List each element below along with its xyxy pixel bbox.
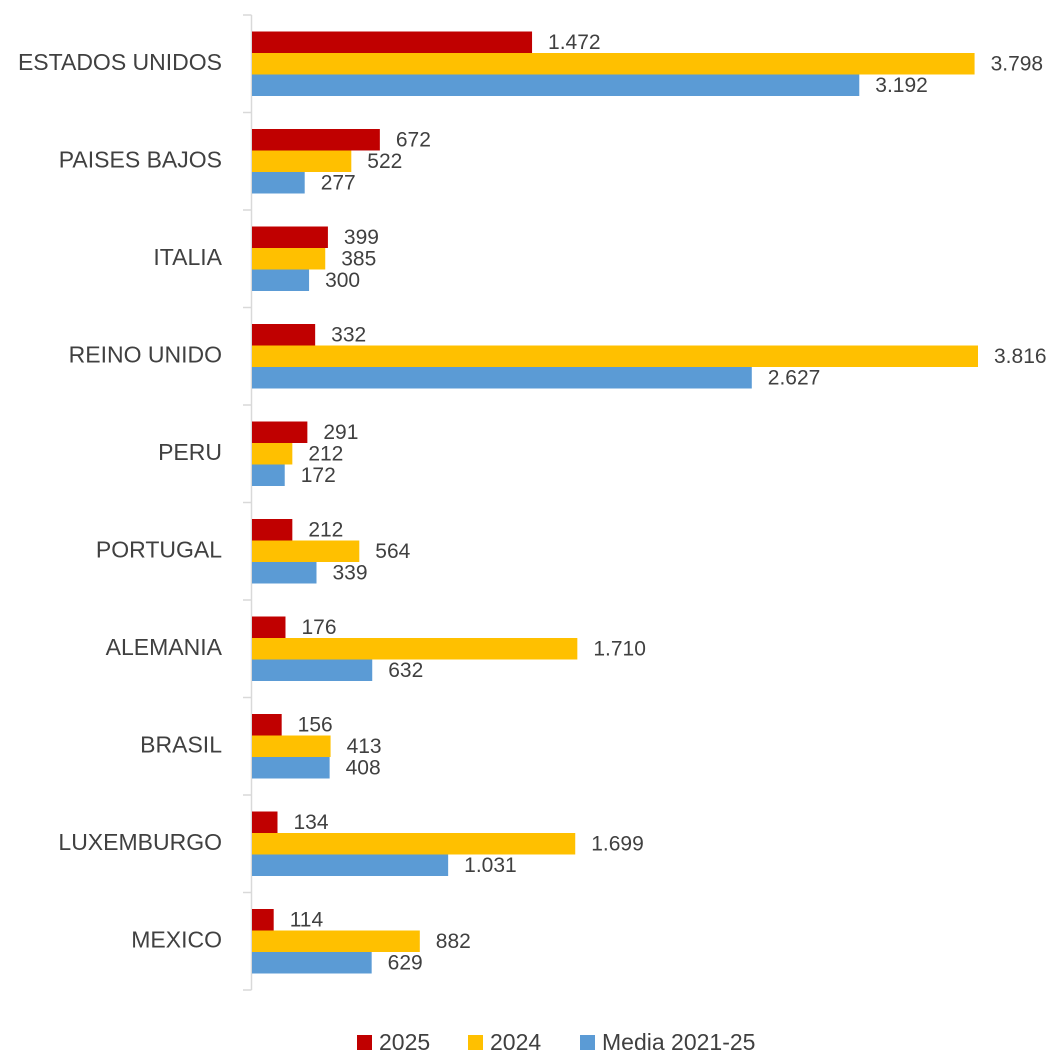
category-label: ESTADOS UNIDOS (18, 49, 222, 75)
data-label: 332 (331, 323, 366, 346)
data-label: 339 (332, 561, 367, 584)
bar (252, 735, 331, 757)
data-label: 156 (298, 713, 333, 736)
bar (252, 616, 286, 638)
data-label: 3.816 (994, 345, 1047, 368)
data-label: 408 (346, 756, 381, 779)
category-label: PERU (158, 439, 222, 465)
bar (252, 854, 449, 876)
data-label: 632 (388, 659, 423, 682)
category-label: LUXEMBURGO (58, 829, 222, 855)
bar (252, 269, 310, 291)
bar (252, 811, 278, 833)
bar (252, 638, 578, 660)
data-label: 2.627 (768, 366, 821, 389)
data-label: 3.798 (991, 52, 1044, 75)
bar (252, 172, 305, 194)
bar (252, 248, 326, 270)
bar (252, 345, 978, 367)
data-label: 882 (436, 930, 471, 953)
data-label: 1.031 (464, 854, 517, 877)
bar (252, 930, 420, 952)
legend-swatch (468, 1035, 483, 1050)
bar (252, 659, 373, 681)
bar (252, 150, 352, 172)
category-label: REINO UNIDO (69, 341, 222, 367)
legend-swatch (580, 1035, 595, 1050)
bar (252, 519, 293, 541)
bar (252, 757, 330, 779)
data-label: 277 (321, 171, 356, 194)
data-label: 176 (301, 616, 336, 639)
data-label: 212 (308, 442, 343, 465)
data-label: 291 (323, 421, 358, 444)
bar (252, 909, 274, 931)
bar (252, 53, 975, 75)
category-label: BRASIL (140, 731, 222, 757)
data-label: 300 (325, 269, 360, 292)
legend-swatch (357, 1035, 372, 1050)
data-label: 1.710 (593, 637, 646, 660)
bar (252, 226, 328, 248)
legend-label: Media 2021-25 (602, 1029, 755, 1054)
bar (252, 421, 308, 443)
bar (252, 74, 860, 96)
bar (252, 129, 380, 151)
data-label: 134 (293, 811, 328, 834)
legend-label: 2024 (490, 1029, 541, 1054)
data-label: 629 (388, 951, 423, 974)
bar (252, 833, 576, 855)
legend-label: 2025 (379, 1029, 430, 1054)
category-label: ITALIA (153, 244, 222, 270)
data-label: 413 (347, 735, 382, 758)
data-label: 385 (341, 247, 376, 270)
data-label: 114 (290, 908, 324, 931)
data-label: 399 (344, 226, 379, 249)
bar (252, 464, 285, 486)
data-label: 212 (308, 518, 343, 541)
data-label: 3.192 (875, 74, 928, 97)
bar (252, 443, 293, 465)
data-label: 672 (396, 128, 431, 151)
bar (252, 562, 317, 584)
bar (252, 714, 282, 736)
data-label: 522 (367, 150, 402, 173)
bar (252, 540, 360, 562)
category-label: PORTUGAL (96, 536, 222, 562)
category-label: PAISES BAJOS (59, 146, 222, 172)
bar (252, 324, 316, 346)
bar (252, 367, 752, 389)
data-label: 172 (301, 464, 336, 487)
data-label: 1.699 (591, 832, 644, 855)
category-label: ALEMANIA (106, 634, 223, 660)
bar (252, 952, 372, 974)
category-label: MEXICO (131, 926, 222, 952)
data-label: 1.472 (548, 31, 601, 54)
bar (252, 31, 533, 53)
data-label: 564 (375, 540, 410, 563)
